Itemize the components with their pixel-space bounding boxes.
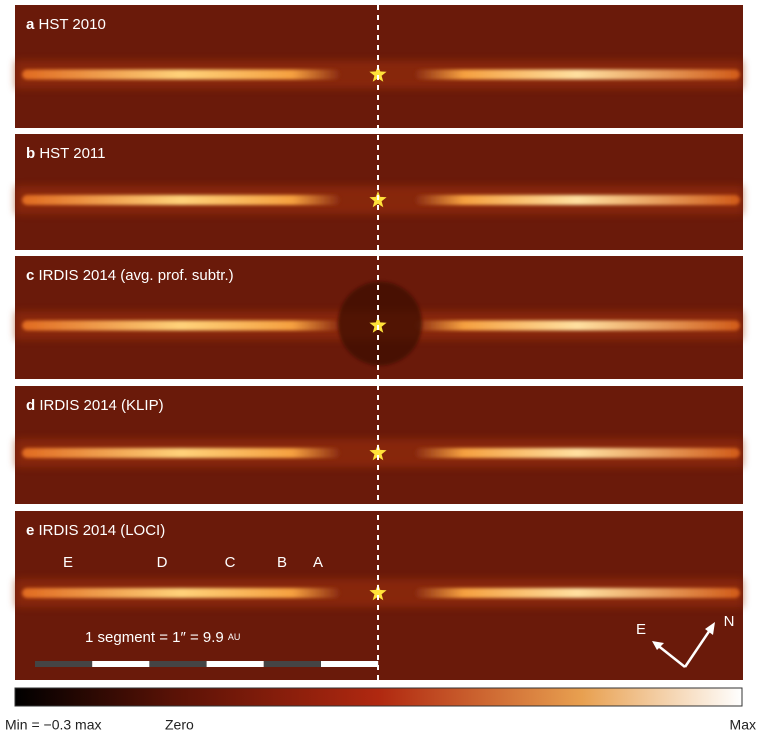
disk-left: [22, 588, 340, 598]
disk-left: [22, 448, 340, 458]
panel-label: b HST 2011: [26, 145, 106, 162]
compass-label: N: [724, 613, 735, 630]
feature-label: A: [313, 554, 323, 571]
panel-letter: c: [26, 267, 34, 284]
colorbar-label: Min = −0.3 max: [5, 717, 102, 733]
disk-right: [415, 588, 740, 598]
colorbar-label: Zero: [165, 717, 194, 733]
feature-label: D: [157, 554, 168, 571]
panel-title: IRDIS 2014 (LOCI): [39, 522, 166, 539]
panel-letter: d: [26, 397, 35, 414]
scale-text: 1 segment = 1″ = 9.9 AU: [85, 629, 240, 646]
panel-label: c IRDIS 2014 (avg. prof. subtr.): [26, 267, 234, 284]
panel-title: IRDIS 2014 (avg. prof. subtr.): [39, 267, 234, 284]
feature-label: B: [277, 554, 287, 571]
scale-segment: [149, 661, 206, 667]
scale-segment: [35, 661, 92, 667]
panel-title: HST 2010: [39, 16, 106, 33]
panel-label: d IRDIS 2014 (KLIP): [26, 397, 164, 414]
figure: a HST 2010 b HST 2011 c IRDIS 2014 (avg. p…: [0, 0, 758, 738]
scale-label: 1 segment = 1″ = 9.9: [85, 629, 224, 646]
panel-letter: a: [26, 16, 35, 33]
feature-label: E: [63, 554, 73, 571]
panel-letter: e: [26, 522, 34, 539]
compass-label: E: [636, 621, 646, 638]
scale-segment: [207, 661, 264, 667]
disk-left: [22, 195, 340, 205]
panel-label: e IRDIS 2014 (LOCI): [26, 522, 165, 539]
panel-title: HST 2011: [39, 145, 105, 162]
disk-right: [415, 448, 740, 458]
scale-segment: [264, 661, 321, 667]
scale-segment: [92, 661, 149, 667]
scale-segment: [321, 661, 378, 667]
panel-letter: b: [26, 145, 35, 162]
disk-left: [22, 70, 340, 80]
colorbar-label: Max: [730, 717, 756, 733]
scale-bar: [35, 661, 378, 667]
feature-label: C: [225, 554, 236, 571]
scale-unit: AU: [228, 632, 241, 642]
panel-label: a HST 2010: [26, 16, 106, 33]
disk-right: [415, 195, 740, 205]
figure-svg: a HST 2010 b HST 2011 c IRDIS 2014 (avg. p…: [0, 0, 758, 738]
disk-right: [415, 321, 740, 331]
panel-title: IRDIS 2014 (KLIP): [39, 397, 163, 414]
colorbar: [15, 688, 742, 706]
disk-right: [415, 70, 740, 80]
disk-left: [22, 321, 340, 331]
